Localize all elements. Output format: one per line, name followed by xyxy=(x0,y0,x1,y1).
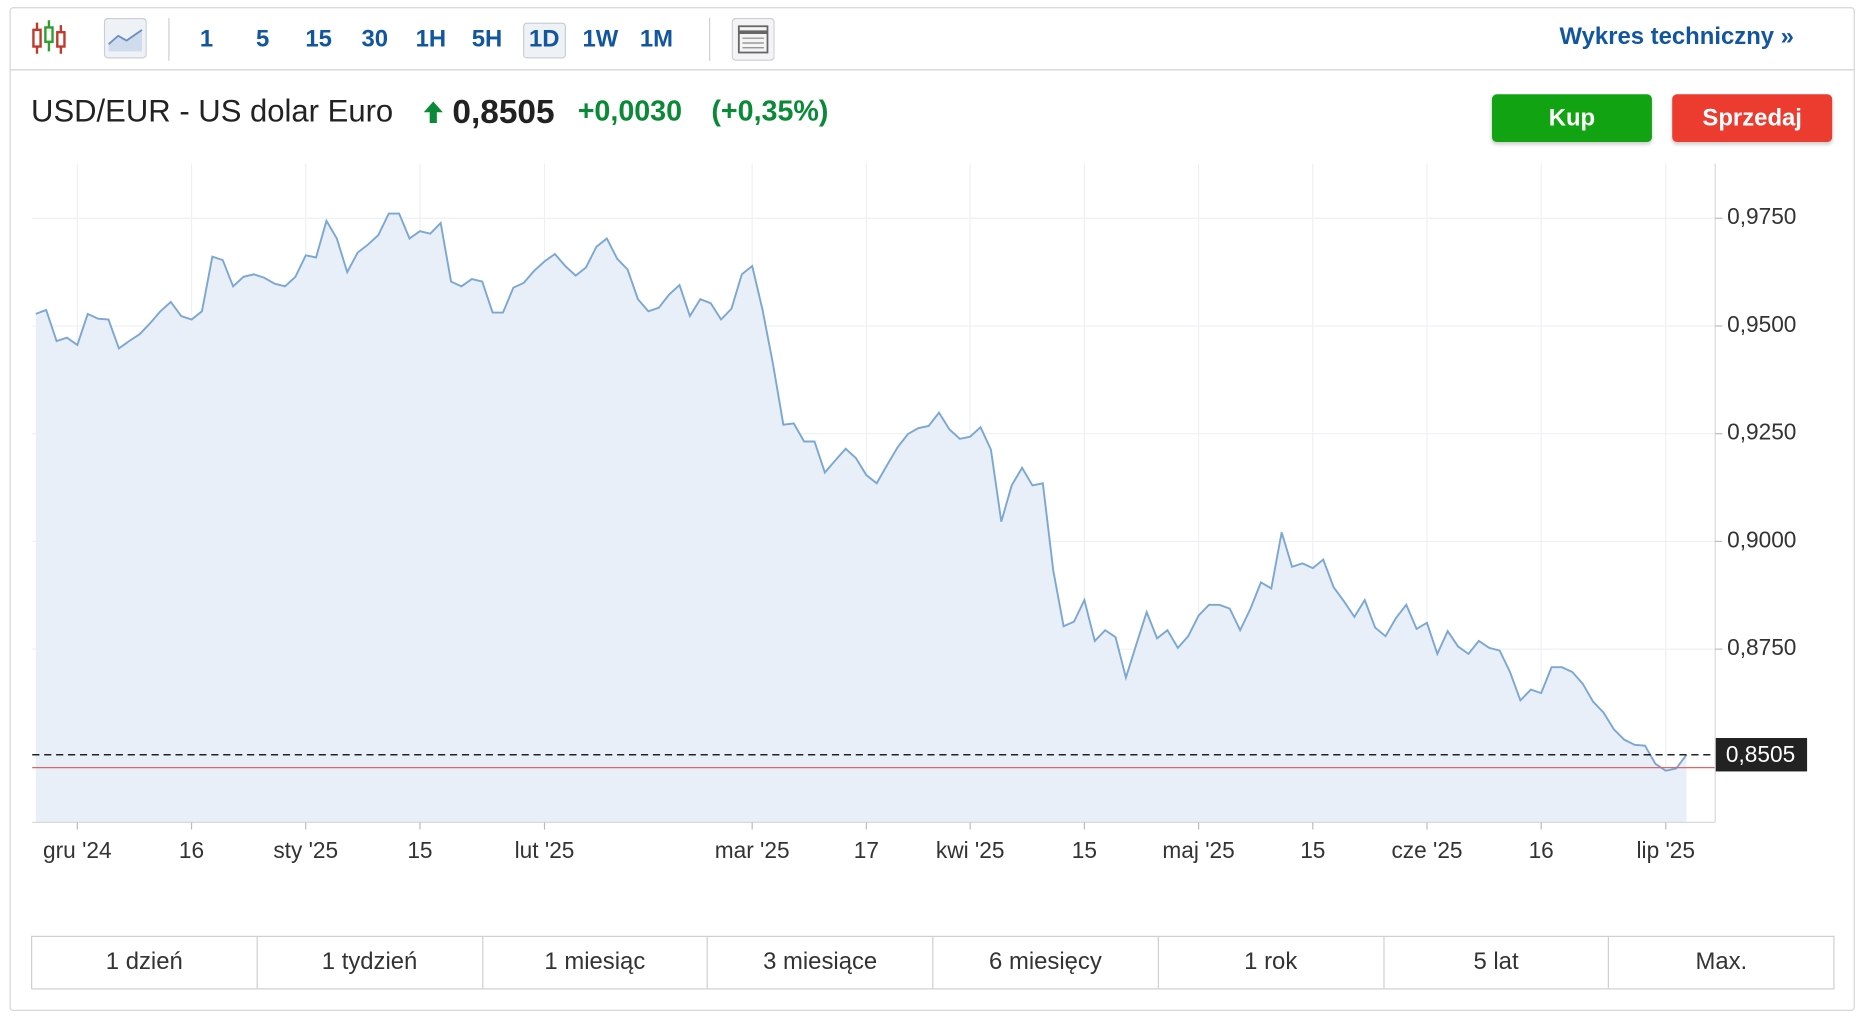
technical-chart-link[interactable]: Wykres techniczny » xyxy=(1559,23,1794,51)
interval-button[interactable]: 30 xyxy=(361,26,389,53)
interval-button[interactable]: 15 xyxy=(305,26,332,53)
separator xyxy=(168,17,170,61)
interval-button[interactable]: 1 xyxy=(199,26,214,53)
x-tick-label: gru '24 xyxy=(43,837,112,863)
y-tick-label: 0,9500 xyxy=(1727,311,1796,337)
range-button[interactable]: 1 miesiąc xyxy=(481,936,707,989)
toolbar: 1 5 15 30 1H 5H 1D 1W 1M Wykres techniczny » xyxy=(10,8,1854,71)
y-tick-label: 0,9250 xyxy=(1727,419,1796,445)
range-selector: 1 dzień 1 tydzień 1 miesiąc 3 miesiące 6 mie… xyxy=(31,935,1835,990)
candlestick-icon[interactable] xyxy=(30,18,71,59)
range-button[interactable]: Max. xyxy=(1608,936,1833,989)
range-button[interactable]: 5 lat xyxy=(1382,936,1608,989)
range-button[interactable]: 1 dzień xyxy=(105,948,183,976)
instrument-title: USD/EUR - US dolar Euro xyxy=(31,93,394,129)
x-tick-label: maj '25 xyxy=(1162,837,1234,863)
separator xyxy=(708,17,711,61)
x-tick-label: lut '25 xyxy=(515,837,575,863)
y-tick-label: 0,8750 xyxy=(1727,634,1796,660)
range-button[interactable]: 1 rok xyxy=(1157,936,1382,989)
x-tick-label: 15 xyxy=(1300,837,1325,863)
table-icon[interactable] xyxy=(731,17,775,61)
y-tick-label: 0,9000 xyxy=(1727,526,1796,552)
y-tick-label: 0,9750 xyxy=(1727,203,1796,229)
change-percent: (+0,35%) xyxy=(711,95,829,128)
range-button[interactable]: 6 miesięcy xyxy=(932,936,1157,989)
x-tick-label: cze '25 xyxy=(1391,837,1462,863)
area-fill xyxy=(35,213,1687,823)
interval-button[interactable]: 5 xyxy=(255,26,270,53)
chart: Investing.com0,85050,87500,90000,92500,9… xyxy=(32,163,1808,863)
interval-button[interactable]: 1H xyxy=(415,26,447,53)
x-tick-label: lip '25 xyxy=(1637,837,1696,863)
x-tick-label: 15 xyxy=(1072,837,1097,863)
change: +0,0030 xyxy=(577,95,683,128)
x-tick-label: 15 xyxy=(407,837,432,863)
sell-button[interactable]: Sprzedaj xyxy=(1672,94,1833,143)
line-chart-icon[interactable] xyxy=(103,17,147,59)
interval-button[interactable]: 1M xyxy=(639,26,674,53)
x-tick-label: mar '25 xyxy=(715,837,790,863)
range-button[interactable]: 3 miesiące xyxy=(706,936,932,989)
up-arrow xyxy=(423,101,443,123)
range-button[interactable]: 1 tydzień xyxy=(256,936,481,989)
x-tick-label: kwi '25 xyxy=(936,837,1005,863)
price: 0,8505 xyxy=(452,93,555,131)
x-tick-label: 16 xyxy=(1529,837,1554,863)
price-line xyxy=(35,212,1688,772)
interval-button[interactable]: 1D xyxy=(523,22,566,59)
frame xyxy=(9,7,1855,1011)
interval-button[interactable]: 5H xyxy=(471,26,503,53)
interval-button[interactable]: 1W xyxy=(582,26,619,53)
price-tag xyxy=(1715,738,1808,772)
buy-button[interactable]: Kup xyxy=(1491,94,1652,143)
x-tick-label: 16 xyxy=(179,837,204,863)
x-tick-label: 17 xyxy=(854,837,879,863)
price-tag-label: 0,8505 xyxy=(1726,741,1795,767)
x-tick-label: sty '25 xyxy=(273,837,338,863)
